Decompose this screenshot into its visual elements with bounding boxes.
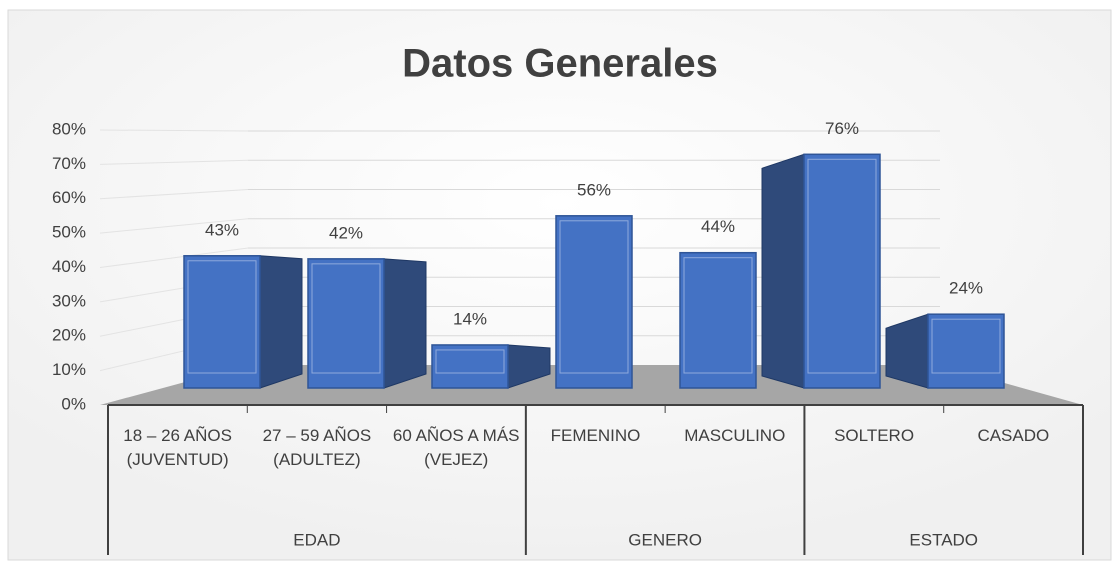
- data-label: 56%: [577, 180, 611, 199]
- grid-line: [99, 129, 249, 132]
- bar-side: [383, 258, 427, 389]
- grid-line: [99, 189, 249, 200]
- x-tick-label: SOLTERO: [834, 426, 915, 445]
- bar: [679, 251, 757, 389]
- x-tick-label: CASADO: [977, 426, 1050, 445]
- y-tick-label: 10%: [52, 360, 86, 379]
- chart-title: Datos Generales: [402, 42, 718, 86]
- bar-highlight: [187, 260, 257, 374]
- y-tick-label: 0%: [61, 394, 86, 413]
- y-tick-label: 80%: [52, 119, 86, 138]
- y-tick-label: 20%: [52, 326, 86, 345]
- bar-highlight: [683, 257, 753, 374]
- y-tick-label: 40%: [52, 257, 86, 276]
- x-tick-label: 18 – 26 AÑOS (JUVENTUD): [123, 426, 232, 469]
- y-tick-label: 60%: [52, 188, 86, 207]
- x-tick-label: 60 AÑOS A MÁS (VEJEZ): [392, 426, 520, 469]
- bar-highlight: [559, 220, 629, 374]
- bar-side: [259, 255, 303, 389]
- data-label: 44%: [701, 217, 735, 236]
- x-tick-label: 27 – 59 AÑOS (ADULTEZ): [262, 426, 372, 469]
- bar-side: [761, 153, 805, 389]
- bar-highlight: [807, 158, 877, 374]
- y-tick-label: 70%: [52, 154, 86, 173]
- bar: [555, 215, 633, 389]
- bar-highlight: [931, 318, 1001, 374]
- group-label: GENERO: [628, 530, 702, 549]
- bar-highlight: [435, 349, 505, 374]
- data-label: 43%: [205, 220, 239, 239]
- data-label: 42%: [329, 223, 363, 242]
- grid-line: [99, 159, 249, 165]
- bar-highlight: [311, 263, 381, 374]
- data-label: 24%: [949, 279, 983, 298]
- group-label: EDAD: [293, 530, 340, 549]
- data-label: 76%: [825, 119, 859, 138]
- grid-line: [99, 247, 249, 268]
- group-label: ESTADO: [909, 530, 978, 549]
- bar: [183, 255, 261, 389]
- bar: [803, 153, 881, 389]
- bar: [307, 258, 385, 389]
- bar: [431, 344, 509, 389]
- y-tick-label: 50%: [52, 223, 86, 242]
- grid-line: [99, 218, 249, 234]
- x-tick-label: MASCULINO: [684, 426, 786, 445]
- bar: [927, 313, 1005, 389]
- data-label: 14%: [453, 309, 487, 328]
- y-tick-label: 30%: [52, 291, 86, 310]
- x-tick-label: FEMENINO: [550, 426, 641, 445]
